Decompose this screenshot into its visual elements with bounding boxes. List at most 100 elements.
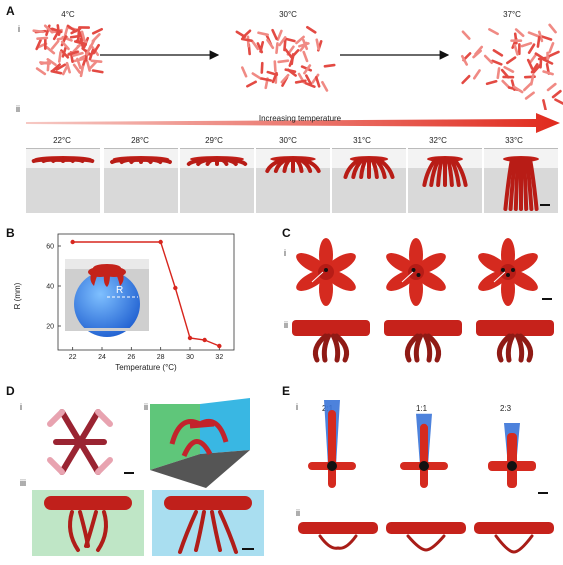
inset-r-label: R <box>116 285 123 296</box>
particle <box>513 44 519 56</box>
particle <box>71 44 81 54</box>
y-tick-label: 40 <box>46 284 54 291</box>
particle-illustrations <box>32 23 563 110</box>
scale-bar-c <box>542 298 552 300</box>
particle <box>283 37 296 43</box>
particle <box>32 29 45 34</box>
particle <box>85 60 91 72</box>
panel-d-row-ii-label: ii <box>144 402 148 412</box>
particle <box>60 40 70 51</box>
x-tick-label: 28 <box>157 354 165 361</box>
particle <box>461 30 471 40</box>
particle <box>43 24 54 34</box>
data-point <box>217 343 222 349</box>
particle <box>305 74 313 86</box>
particle <box>548 50 560 58</box>
gripper-photo <box>26 148 100 213</box>
panel-e-row-i-label: i <box>296 402 298 412</box>
particle <box>240 37 253 43</box>
panel-a-row-ii-label: ii <box>16 104 20 114</box>
particle <box>273 60 277 73</box>
particle <box>277 59 290 64</box>
particle <box>303 64 312 75</box>
particle <box>276 29 283 41</box>
flower-side-view <box>292 320 370 363</box>
particle <box>57 50 62 63</box>
particle <box>61 64 69 76</box>
panel-c-row-ii-label: ii <box>284 320 288 330</box>
particle <box>551 89 562 99</box>
particle <box>259 41 265 53</box>
gripper-shape <box>422 156 468 187</box>
particle <box>299 41 308 52</box>
particle <box>50 69 63 75</box>
particle <box>251 72 263 80</box>
gripper-photo <box>256 148 330 213</box>
particle <box>52 29 61 41</box>
particle <box>78 26 91 29</box>
scale-bar-d3 <box>242 548 254 550</box>
particle <box>45 24 51 37</box>
gripper-photo <box>484 148 558 213</box>
particle <box>492 49 504 57</box>
flower-gripper-views <box>292 238 554 363</box>
particle <box>534 52 546 60</box>
panel-d-row-i-label: i <box>20 402 22 412</box>
particle <box>257 31 269 37</box>
cross-gripper-ratios: 南极熊 3D打印 <box>298 400 554 554</box>
particle <box>518 43 521 56</box>
ratio-1-1: 1:1 <box>416 404 428 413</box>
y-tick-label: 60 <box>46 244 54 251</box>
particle-cluster-37c <box>460 23 563 110</box>
particle <box>35 67 47 76</box>
particle <box>540 35 553 41</box>
flower-side-view <box>384 320 462 363</box>
particle <box>542 58 554 65</box>
y-tick-label: 20 <box>46 324 54 331</box>
particle <box>45 45 56 55</box>
particle <box>537 30 544 43</box>
data-point <box>158 239 163 245</box>
branched-gripper-views <box>32 398 264 556</box>
particle <box>271 71 278 84</box>
panel-b-label: B <box>6 226 15 240</box>
particle <box>548 23 557 34</box>
data-point <box>187 335 193 341</box>
particle <box>80 30 86 43</box>
watermark: 南极熊 3D打印 <box>400 492 505 510</box>
particle-cluster-4c <box>32 24 104 78</box>
panel-e-row-ii-label: ii <box>296 508 300 518</box>
particle <box>288 55 295 67</box>
panel-c-row-i-label: i <box>284 248 286 258</box>
particle <box>314 76 321 88</box>
particle <box>51 27 63 34</box>
gripper-shape <box>343 156 395 179</box>
photo-temp-33: 33°C <box>505 136 523 145</box>
particle <box>554 98 563 106</box>
particle <box>40 60 52 66</box>
particle <box>35 39 42 51</box>
particle <box>91 27 103 35</box>
gripper-photo <box>332 148 406 213</box>
panel-a-row-i-label: i <box>18 24 20 34</box>
inset-photo: R <box>65 259 149 337</box>
gripper-photo <box>408 148 482 213</box>
particle <box>286 68 297 77</box>
particle <box>88 48 95 61</box>
radius-vs-temperature-chart: R 22 24 26 28 30 32 20 40 60 R (mm) Temperature … <box>13 233 235 372</box>
particle <box>546 82 557 92</box>
temperature-gradient-arrow <box>26 113 560 133</box>
particle <box>66 24 77 33</box>
particle <box>69 34 82 39</box>
particle <box>280 73 290 84</box>
particle <box>526 58 534 70</box>
particle <box>506 56 517 65</box>
series-line <box>72 241 220 347</box>
gripper-shape <box>110 156 172 164</box>
particle <box>275 42 279 55</box>
photo-temp-32: 32°C <box>429 136 447 145</box>
particle <box>530 63 539 74</box>
particle <box>527 31 540 38</box>
panel-d-row-iii-label: iii <box>20 478 26 488</box>
particle <box>72 51 84 57</box>
